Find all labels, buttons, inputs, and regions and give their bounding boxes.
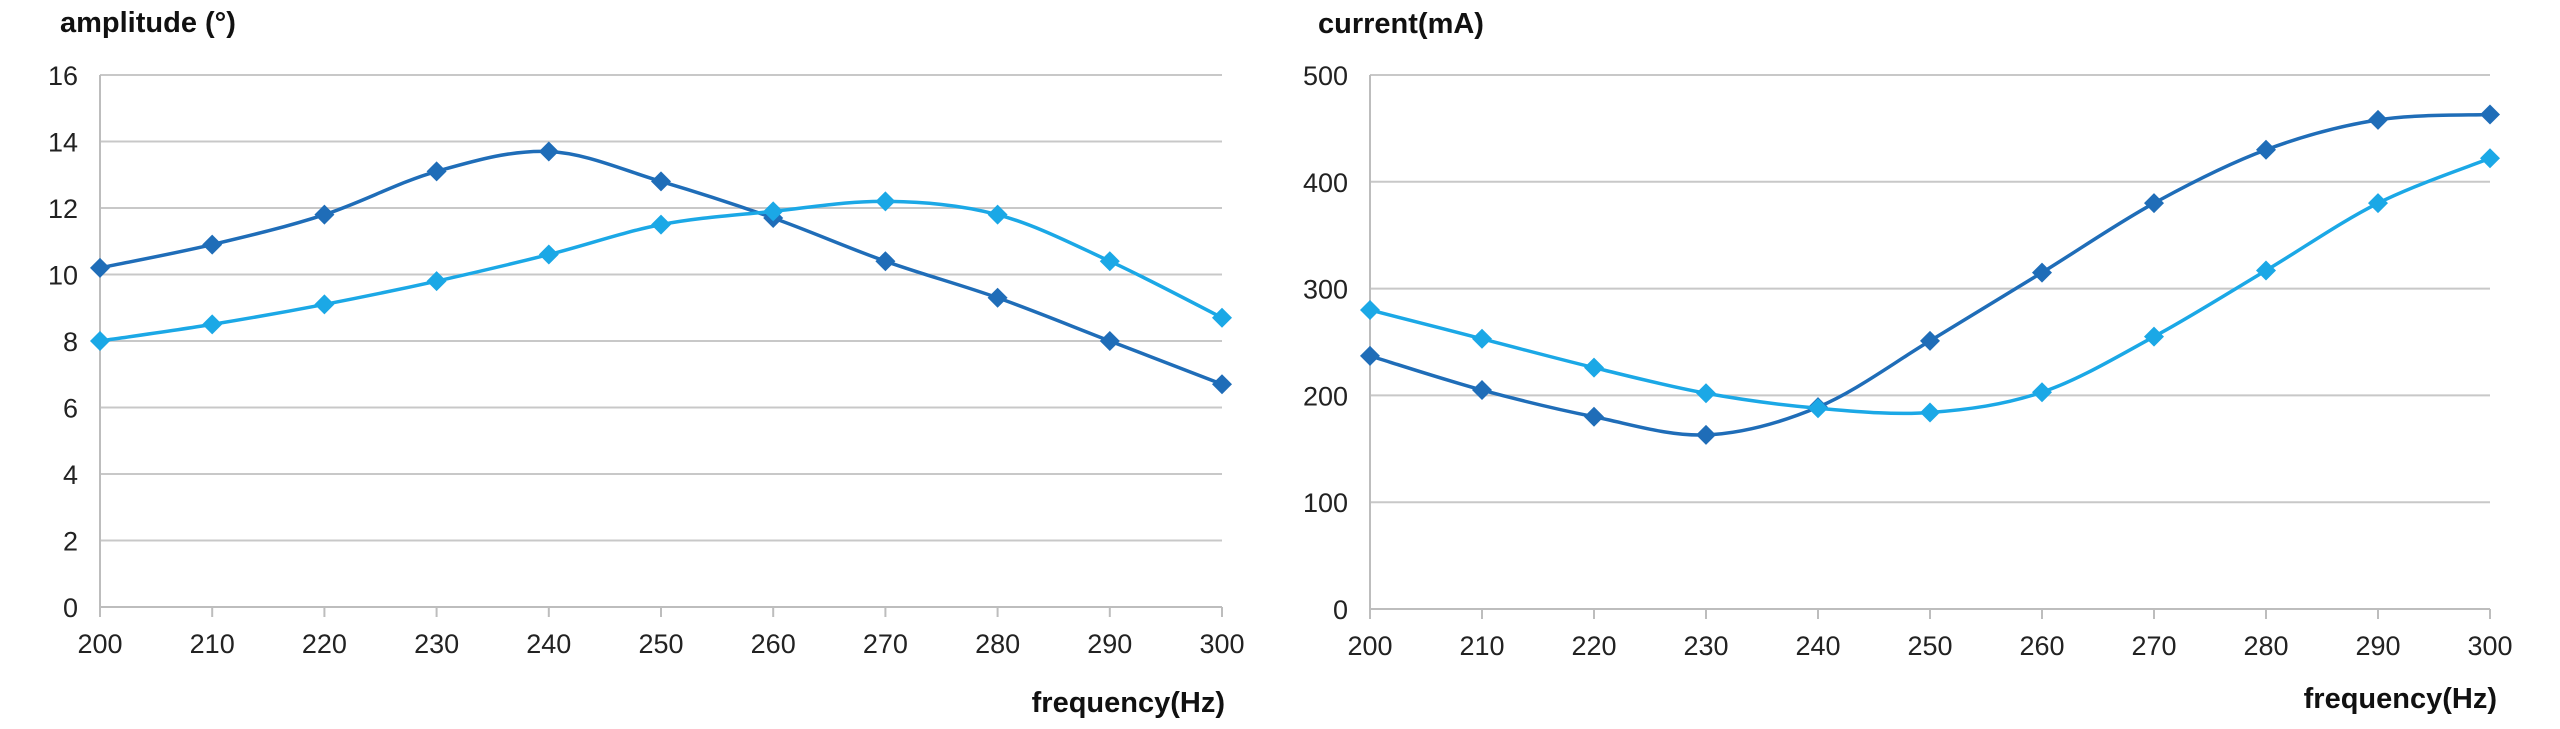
x-tick-label: 280: [2243, 631, 2288, 661]
data-point-marker: [1472, 328, 1492, 349]
data-point-marker: [1808, 398, 1828, 419]
y-tick-label: 14: [48, 128, 78, 158]
data-point-marker: [2032, 262, 2052, 283]
data-point-marker: [1099, 331, 1120, 351]
x-tick-label: 230: [414, 629, 459, 659]
data-point-marker: [2256, 260, 2276, 281]
y-tick-label: 0: [63, 593, 78, 623]
x-tick-label: 280: [975, 629, 1020, 659]
x-tick-label: 300: [2467, 631, 2512, 661]
data-point-marker: [1360, 345, 1380, 366]
x-tick-label: 210: [190, 629, 235, 659]
x-tick-label: 210: [1459, 631, 1504, 661]
data-point-marker: [2368, 109, 2388, 130]
x-tick-label: 290: [2355, 631, 2400, 661]
data-point-marker: [2144, 326, 2164, 347]
data-point-marker: [2368, 193, 2388, 214]
data-point-marker: [90, 257, 110, 278]
x-tick-label: 220: [1571, 631, 1616, 661]
data-point-marker: [202, 234, 223, 255]
y-tick-label: 300: [1303, 275, 1348, 305]
data-point-marker: [651, 214, 671, 235]
y-tick-label: 100: [1303, 488, 1348, 518]
y-tick-label: 400: [1303, 168, 1348, 198]
data-point-marker: [1099, 251, 1120, 272]
data-point-marker: [426, 271, 447, 292]
y-axis-title: current(mA): [1318, 8, 1484, 40]
x-tick-label: 290: [1087, 629, 1132, 659]
x-tick-label: 260: [2019, 631, 2064, 661]
data-point-marker: [1212, 374, 1232, 395]
x-tick-label: 230: [1683, 631, 1728, 661]
data-point-marker: [1584, 357, 1604, 378]
data-point-marker: [2256, 139, 2276, 160]
y-tick-label: 500: [1303, 61, 1348, 91]
y-tick-label: 12: [48, 194, 78, 224]
y-tick-label: 200: [1303, 381, 1348, 411]
data-point-marker: [1584, 406, 1604, 427]
current-chart: 0 100 200 300 400 500 200 210 220 230 240 250 260 270…: [1303, 8, 2513, 715]
data-point-marker: [987, 287, 1008, 308]
data-point-marker: [1696, 424, 1716, 445]
y-tick-label: 0: [1333, 595, 1348, 625]
series-line: [1369, 112, 2491, 437]
data-point-marker: [2032, 382, 2052, 403]
data-point-marker: [875, 251, 896, 272]
y-tick-label: 16: [48, 61, 78, 91]
series-line: [1369, 156, 2491, 416]
x-tick-label: 270: [863, 629, 908, 659]
x-tick-label: 270: [2131, 631, 2176, 661]
x-tick-label: 250: [638, 629, 683, 659]
data-point-marker: [1696, 383, 1716, 404]
y-tick-label: 4: [63, 460, 78, 490]
data-point-marker: [538, 141, 559, 162]
data-point-marker: [202, 314, 223, 335]
data-point-marker: [90, 331, 110, 351]
data-point-marker: [651, 171, 671, 192]
data-point-marker: [875, 191, 896, 212]
x-tick-label: 240: [1795, 631, 1840, 661]
data-point-marker: [1920, 330, 1940, 351]
x-tick-label: 200: [77, 629, 122, 659]
y-tick-label: 10: [48, 261, 78, 291]
amplitude-chart: 0 2 4 6 8 10 12 14 16 200 210 220 230 240 250 260 270 280…: [48, 7, 1245, 719]
data-point-marker: [1360, 299, 1380, 320]
x-tick-label: 300: [1199, 629, 1244, 659]
data-point-marker: [538, 244, 559, 265]
data-point-marker: [763, 201, 784, 222]
x-tick-label: 250: [1907, 631, 1952, 661]
x-axis-title: frequency(Hz): [2304, 683, 2497, 715]
y-tick-label: 2: [63, 527, 78, 557]
data-point-marker: [314, 294, 335, 315]
data-point-marker: [314, 204, 335, 225]
data-point-marker: [1212, 307, 1232, 328]
data-point-marker: [1472, 380, 1492, 401]
data-point-marker: [2144, 193, 2164, 214]
data-point-marker: [426, 161, 447, 182]
data-point-marker: [2480, 104, 2500, 125]
data-point-marker: [1920, 402, 1940, 423]
y-axis-title: amplitude (°): [60, 7, 236, 39]
y-tick-label: 8: [63, 327, 78, 357]
x-tick-label: 220: [302, 629, 347, 659]
data-point-marker: [2480, 148, 2500, 169]
data-point-marker: [987, 204, 1008, 225]
x-tick-label: 260: [751, 629, 796, 659]
y-tick-label: 6: [63, 394, 78, 424]
x-tick-label: 200: [1347, 631, 1392, 661]
x-tick-label: 240: [526, 629, 571, 659]
x-axis-title: frequency(Hz): [1032, 687, 1225, 719]
